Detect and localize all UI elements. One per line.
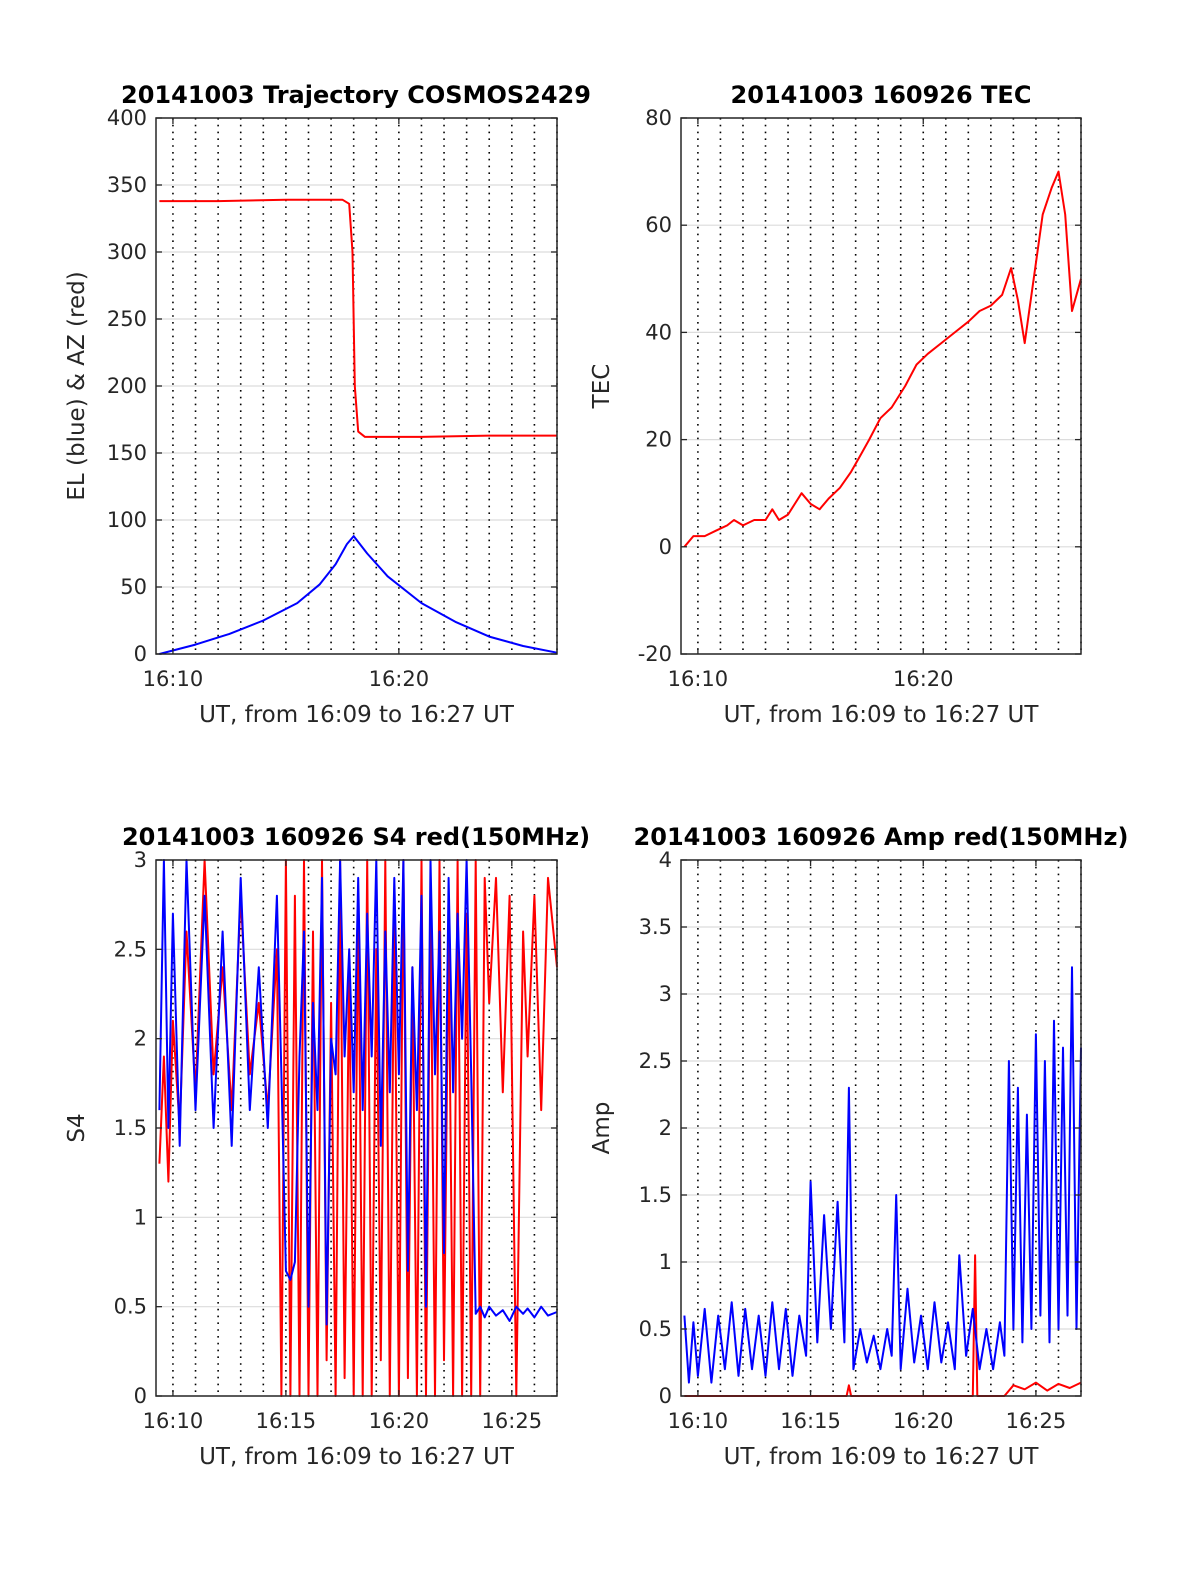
y-tick-label: 2.5 [114, 937, 147, 961]
x-tick-label: 16:10 [668, 1409, 729, 1433]
y-tick-label: 0 [134, 1384, 147, 1408]
x-tick-label: 16:25 [482, 1409, 543, 1433]
chart-title: 20141003 160926 S4 red(150MHz) [122, 823, 590, 851]
y-tick-label: 3 [134, 848, 147, 872]
y-tick-label: 0.5 [639, 1317, 672, 1341]
s4-panel: 0 0.5 1 1.5 2 2.5 3 16:10 16:15 16:20 16:25 201410… [64, 823, 590, 1470]
y-tick-label: 400 [107, 106, 147, 130]
x-axis-label: UT, from 16:09 to 16:27 UT [199, 702, 515, 728]
x-tick-label: 16:15 [780, 1409, 841, 1433]
x-tick-label: 16:20 [893, 667, 954, 691]
plot-frame [680, 117, 1082, 655]
y-tick-label: 300 [107, 240, 147, 264]
series-line-1 [158, 859, 558, 1326]
y-tick-label: 50 [120, 575, 147, 599]
y-tick-label: 150 [107, 441, 147, 465]
y-tick-label: 200 [107, 374, 147, 398]
y-axis-label: EL (blue) & AZ (red) [64, 271, 90, 500]
y-tick-label: 250 [107, 307, 147, 331]
y-tick-label: 4 [659, 848, 672, 872]
chart-title: 20141003 160926 Amp red(150MHz) [634, 823, 1129, 851]
y-tick-label: 20 [645, 428, 672, 452]
chart-title: 20141003 Trajectory COSMOS2429 [121, 81, 591, 109]
y-tick-label: 3 [659, 982, 672, 1006]
x-tick-label: 16:20 [893, 1409, 954, 1433]
y-axis-label: S4 [64, 1113, 90, 1142]
x-axis-label: UT, from 16:09 to 16:27 UT [724, 1444, 1040, 1470]
y-tick-label: -20 [638, 642, 672, 666]
y-tick-label: 350 [107, 173, 147, 197]
y-axis-label: Amp [589, 1102, 615, 1155]
y-tick-label: 2 [134, 1027, 147, 1051]
x-tick-label: 16:20 [369, 667, 430, 691]
y-tick-label: 1 [659, 1250, 672, 1274]
y-tick-label: 60 [645, 213, 672, 237]
y-tick-label: 1.5 [114, 1116, 147, 1140]
y-tick-label: 1 [134, 1205, 147, 1229]
y-tick-label: 40 [645, 320, 672, 344]
y-tick-label: 1.5 [639, 1183, 672, 1207]
trajectory-panel: 0 50 100 150 200 250 300 350 400 16:10 16:20 20141… [64, 81, 591, 728]
series-line-1 [683, 966, 1082, 1384]
y-tick-label: 0.5 [114, 1295, 147, 1319]
series-line-1 [159, 535, 558, 655]
chart-title: 20141003 160926 TEC [731, 81, 1032, 109]
tec-panel: -20 0 20 40 60 80 16:10 16:20 20141003 160926 T… [589, 81, 1082, 728]
x-tick-label: 16:10 [668, 667, 729, 691]
y-tick-label: 0 [659, 535, 672, 559]
x-tick-label: 16:20 [369, 1409, 430, 1433]
x-tick-label: 16:10 [143, 1409, 204, 1433]
x-tick-label: 16:25 [1006, 1409, 1067, 1433]
y-tick-label: 2.5 [639, 1049, 672, 1073]
y-tick-label: 3.5 [639, 915, 672, 939]
series-line-0 [683, 170, 1082, 548]
y-tick-label: 80 [645, 106, 672, 130]
x-axis-label: UT, from 16:09 to 16:27 UT [199, 1444, 515, 1470]
amp-panel: 0 0.5 1 1.5 2 2.5 3 3.5 4 16:10 16:15 16:20 16:25 20… [589, 823, 1128, 1470]
series-line-0 [159, 198, 557, 438]
x-axis-label: UT, from 16:09 to 16:27 UT [724, 702, 1040, 728]
x-tick-label: 16:15 [256, 1409, 317, 1433]
y-tick-label: 0 [134, 642, 147, 666]
y-tick-label: 0 [659, 1384, 672, 1408]
y-axis-label: TEC [589, 364, 615, 410]
x-tick-label: 16:10 [143, 667, 204, 691]
y-tick-label: 2 [659, 1116, 672, 1140]
y-tick-label: 100 [107, 508, 147, 532]
